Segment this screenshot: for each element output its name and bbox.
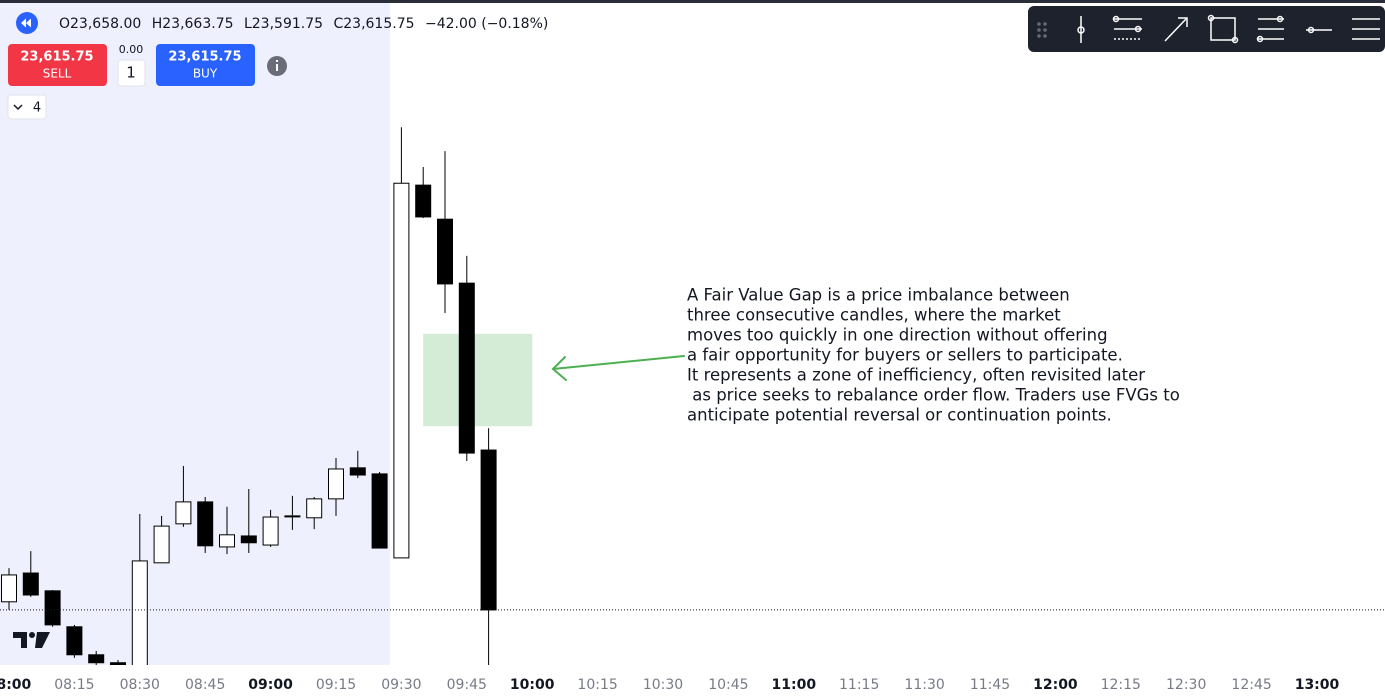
sell-price: 23,615.75 — [20, 50, 93, 65]
candle-body-down — [415, 184, 432, 218]
candle-body-down — [458, 282, 475, 454]
candle-body-down — [110, 662, 126, 665]
candle-body-down — [240, 535, 257, 544]
menu-tool[interactable] — [1352, 18, 1380, 40]
annotation-line: a fair opportunity for buyers or sellers… — [687, 346, 1123, 365]
x-tick-label: 11:15 — [839, 677, 879, 693]
spread: 0.00 — [119, 43, 144, 56]
annotation-line: anticipate potential reversal or continu… — [687, 406, 1112, 425]
x-tick-label: 10:15 — [577, 677, 617, 693]
candle-body-down — [371, 473, 388, 549]
candle-body-down — [480, 449, 497, 611]
annotation-line: A Fair Value Gap is a price imbalance be… — [687, 286, 1070, 305]
fib-tool[interactable] — [1256, 15, 1285, 43]
x-tick-label: 12:15 — [1101, 677, 1141, 693]
collapse-icon — [21, 18, 31, 28]
x-tick-label: 08:00 — [0, 677, 32, 693]
header: O23,658.00 H23,663.75 L23,591.75 C23,615… — [7, 12, 548, 120]
channel-tool[interactable] — [1112, 15, 1143, 40]
quantity-input[interactable] — [117, 59, 146, 87]
buy-price: 23,615.75 — [168, 50, 241, 65]
x-tick-label: 10:00 — [510, 677, 555, 693]
info-icon — [276, 64, 278, 71]
candle-body-down — [349, 467, 366, 476]
vertical-line-tool[interactable] — [1077, 16, 1085, 43]
candle-body-up — [262, 516, 279, 546]
annotation-line: as price seeks to rebalance order flow. … — [687, 386, 1180, 405]
time-axis — [0, 665, 1385, 697]
fvg-zone — [423, 333, 533, 427]
annotation-arrow — [551, 355, 685, 381]
candle-body-up — [175, 501, 192, 525]
top-border — [0, 0, 1385, 3]
x-tick-label: 11:45 — [970, 677, 1010, 693]
x-tick-label: 12:00 — [1033, 677, 1078, 693]
x-tick-label: 11:00 — [772, 677, 817, 693]
ohlc-legend: O23,658.00 H23,663.75 L23,591.75 C23,615… — [59, 16, 548, 32]
time-axis-labels: 08:00 08:15 08:30 08:45 09:00 09:15 09:30 09:45… — [0, 677, 1340, 693]
candle-body-down — [66, 626, 83, 656]
candle-body-down — [44, 590, 61, 626]
x-tick-label: 10:45 — [708, 677, 748, 693]
candle-body-up — [306, 498, 323, 519]
candle-body-down — [88, 654, 105, 664]
candle-body-up — [393, 182, 410, 559]
candle-body-up — [284, 515, 301, 518]
ohlc-high: H23,663.75 — [152, 16, 234, 32]
candle-body-down — [197, 501, 214, 547]
x-tick-label: 08:15 — [54, 677, 94, 693]
x-tick-label: 08:45 — [185, 677, 225, 693]
candle-body-up — [1, 574, 17, 603]
quantity: 1 — [126, 64, 136, 82]
session-highlight — [0, 0, 390, 665]
ohlc-change: −42.00 (−0.18%) — [425, 16, 548, 32]
x-tick-label: 11:30 — [904, 677, 944, 693]
ohlc-low: L23,591.75 — [244, 16, 323, 32]
x-tick-label: 09:00 — [248, 677, 293, 693]
x-tick-label: 13:00 — [1295, 677, 1340, 693]
indicators-toggle[interactable] — [7, 94, 47, 120]
ohlc-open: O23,658.00 — [59, 16, 141, 32]
x-tick-label: 10:30 — [643, 677, 683, 693]
annotation-line: moves too quickly in one direction witho… — [687, 326, 1108, 345]
ohlc-close: C23,615.75 — [333, 16, 414, 32]
annotation-line: It represents a zone of inefficiency, of… — [687, 366, 1145, 385]
x-tick-label: 12:45 — [1231, 677, 1271, 693]
candle-body-up — [131, 560, 148, 665]
x-tick-label: 08:30 — [120, 677, 160, 693]
plot-area — [0, 127, 1385, 665]
info-icon-dot — [276, 60, 278, 62]
rectangle-tool[interactable] — [1207, 14, 1239, 44]
drawing-toolbar — [1028, 6, 1385, 52]
candle-body-up — [219, 534, 235, 548]
chevron-icon — [13, 104, 23, 111]
buy-button[interactable] — [156, 44, 255, 86]
indicator-count: 4 — [33, 101, 41, 116]
x-tick-label: 12:30 — [1166, 677, 1206, 693]
drag-handle[interactable] — [1037, 22, 1047, 38]
annotation-line: three consecutive candles, where the mar… — [687, 306, 1061, 325]
x-tick-label: 09:45 — [447, 677, 487, 693]
arrow-tool[interactable] — [1164, 17, 1188, 42]
candle-body-down — [22, 572, 39, 596]
candle-body-up — [328, 468, 344, 500]
x-tick-label: 09:15 — [316, 677, 356, 693]
logo — [13, 632, 50, 648]
sell-button[interactable] — [8, 44, 107, 86]
candle-body-down — [437, 218, 453, 285]
candle-body-up — [153, 525, 170, 564]
annotation-text: A Fair Value Gap is a price imbalance be… — [687, 286, 1180, 425]
buy-label: BUY — [193, 67, 218, 81]
sell-label: SELL — [43, 67, 72, 81]
x-tick-label: 09:30 — [381, 677, 421, 693]
horizontal-ray-tool[interactable] — [1306, 26, 1332, 34]
